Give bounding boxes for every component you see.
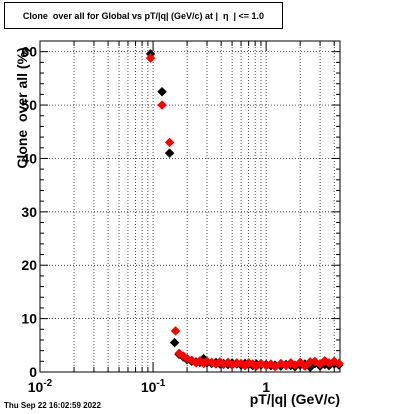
chart-title-box: Clone over all for Global vs pT/|q| (GeV… [4, 2, 283, 29]
data-point-black [169, 337, 180, 348]
data-point-red [164, 137, 175, 148]
data-point-black [164, 148, 175, 158]
y-tick-label: 40 [21, 150, 37, 166]
y-tick-label: 10 [21, 311, 37, 327]
data-point-red [157, 100, 167, 110]
data-point-red [170, 326, 181, 336]
y-tick-label: 20 [21, 257, 37, 273]
y-tick-label: 50 [21, 97, 37, 113]
y-tick-label: 30 [21, 204, 37, 220]
x-tick-label: 10-2 [28, 378, 53, 395]
data-point-red [334, 358, 344, 369]
chart-title: Clone over all for Global vs pT/|q| (GeV… [22, 10, 265, 21]
timestamp: Thu Sep 22 16:02:59 2022 [4, 401, 101, 410]
data-point-black [157, 86, 167, 97]
x-tick-label: 1 [262, 379, 270, 395]
x-axis-label: pT/|q| (GeV/c) [249, 391, 340, 407]
y-tick-label: 60 [21, 44, 37, 60]
x-tick-label: 10-1 [141, 378, 166, 395]
plot-frame-bg [40, 41, 340, 372]
data-point-red [300, 361, 310, 371]
plot-frame [39, 40, 341, 373]
data-point-red [145, 53, 156, 63]
y-tick-label: 0 [29, 364, 37, 380]
y-axis-label: Clone over all (%) [14, 47, 30, 169]
